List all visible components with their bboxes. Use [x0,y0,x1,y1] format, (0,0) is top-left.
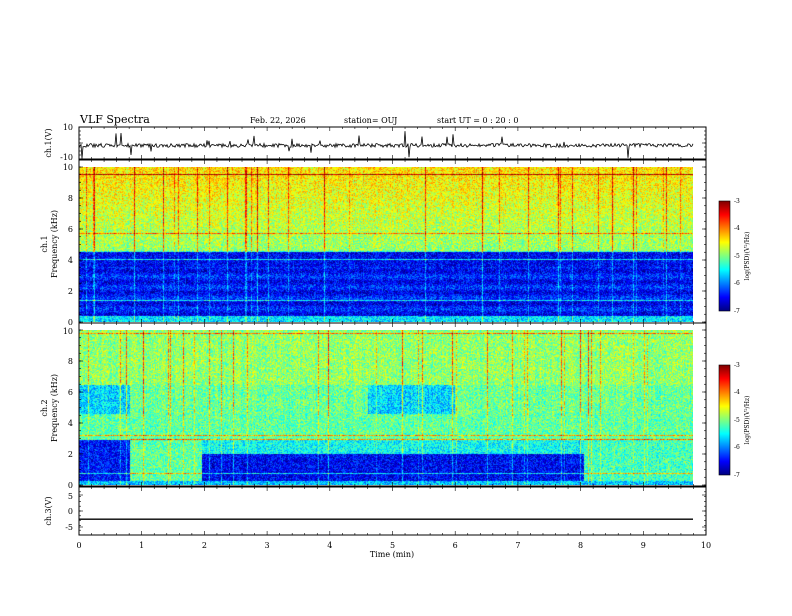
ch1-waveform-trace [78,131,694,159]
ch1-spectrogram-panel: 0 2 4 6 8 10 ch.1 Frequency (kHz) [40,159,707,327]
xtick-8: 8 [578,541,583,550]
ch1-spectrogram-ylabel-channel: ch.1 [40,235,49,252]
ch2-spectrogram-panel: 0 2 4 6 8 10 ch.2 Frequency (kHz) [40,322,707,490]
ch3-waveform-ytick-mid: 0 [68,507,73,516]
ch1-colorbar-gradient [718,200,731,312]
station-label: station= OUJ [344,116,397,125]
ch2-spectrogram-ytick-labels: 0 2 4 6 8 10 [63,327,73,490]
ch2-colorbar: -3 -4 -5 -6 -7 log(PSD)(V²/Hz) [718,362,751,479]
xtick-6: 6 [453,541,458,550]
ch1-waveform-panel: 10 -10 ch.1(V) [44,123,707,162]
ch2-ytick-6: 6 [68,388,73,397]
ch2-ytick-8: 8 [68,357,73,366]
x-axis-label: Time (min) [370,550,414,559]
xtick-9: 9 [641,541,646,550]
start-ut-label: start UT = 0 : 20 : 0 [437,116,518,125]
ch2-colorbar-gradient [718,364,731,476]
ch3-waveform-frame [78,486,707,536]
ch2-colorbar-tick-m3: -3 [734,362,740,369]
ch2-ytick-0: 0 [68,481,73,490]
xtick-2: 2 [202,541,207,550]
xtick-10: 10 [701,541,711,550]
xtick-4: 4 [327,541,332,550]
ch2-spectrogram-ylabel-frequency: Frequency (kHz) [50,374,59,442]
ch2-spectrogram-ylabel-channel: ch.2 [40,399,49,416]
ch1-waveform-ytick-top: 10 [63,123,73,132]
ch1-waveform-ylabel: ch.1(V) [44,128,53,157]
ch1-colorbar: -3 -4 -5 -6 -7 log(PSD)(V²/Hz) [718,198,751,315]
xtick-3: 3 [265,541,270,550]
ch3-waveform-ytick-bottom: -5 [65,523,73,532]
ch1-colorbar-tick-m6: -6 [734,280,740,287]
chart-title: VLF Spectra [79,113,150,126]
ch2-spectrogram-ticks [78,323,707,486]
ch2-colorbar-tick-m5: -5 [734,417,740,424]
ch2-spectrogram-image [79,330,693,485]
ch1-ytick-10: 10 [63,163,73,172]
date-label: Feb. 22, 2026 [250,116,306,125]
x-axis: 0 1 2 3 4 5 6 7 8 9 10 Time (min) [76,541,711,559]
ch2-ytick-4: 4 [68,419,73,428]
ch1-spectrogram-ytick-labels: 0 2 4 6 8 10 [63,163,73,327]
ch1-colorbar-tick-m5: -5 [734,253,740,260]
ch3-waveform-ticks [78,486,707,536]
ch2-ytick-10: 10 [63,327,73,336]
xtick-0: 0 [76,541,81,550]
ch1-waveform-ticks [78,126,707,160]
ch1-waveform-frame [78,126,707,160]
ch1-colorbar-tick-m7: -7 [734,308,740,315]
xtick-5: 5 [390,541,395,550]
ch2-colorbar-tick-m4: -4 [734,389,740,396]
ch2-colorbar-tick-m7: -7 [734,472,740,479]
ch1-ytick-0: 0 [68,318,73,327]
ch3-waveform-ytick-top: 5 [68,492,73,501]
ch2-colorbar-label: log(PSD)(V²/Hz) [744,396,751,445]
ch2-ytick-2: 2 [68,450,73,459]
ch1-ytick-2: 2 [68,287,73,296]
xtick-1: 1 [139,541,144,550]
ch3-waveform-panel: 5 0 -5 ch.3(V) [44,486,707,536]
ch1-ytick-4: 4 [68,256,73,265]
ch1-ytick-8: 8 [68,194,73,203]
ch1-ytick-6: 6 [68,225,73,234]
ch1-colorbar-tick-m3: -3 [734,198,740,205]
ch3-waveform-ylabel: ch.3(V) [44,496,53,525]
xtick-7: 7 [515,541,520,550]
ch1-spectrogram-image [79,167,693,322]
ch1-spectrogram-ylabel-frequency: Frequency (kHz) [50,210,59,278]
ch2-colorbar-tick-m6: -6 [734,444,740,451]
ch1-waveform-ytick-bottom: -10 [60,153,73,162]
ch1-colorbar-label: log(PSD)(V²/Hz) [744,232,751,281]
ch1-colorbar-tick-m4: -4 [734,225,740,232]
